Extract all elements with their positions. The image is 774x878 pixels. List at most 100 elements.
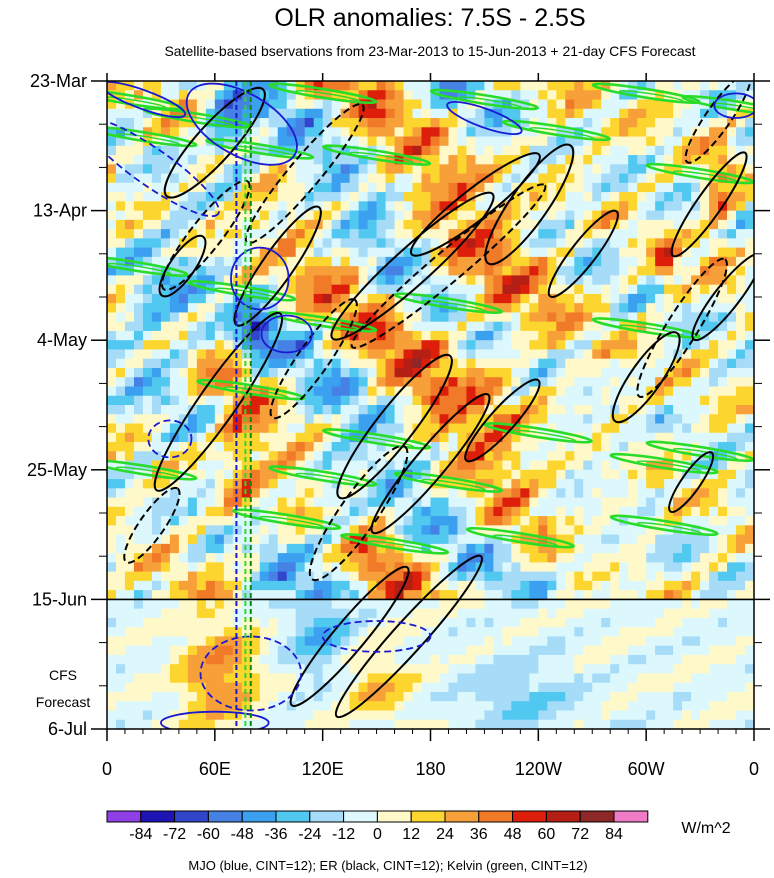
shading-cell [412, 553, 423, 563]
shading-cell [628, 636, 638, 647]
shading-cell [556, 534, 566, 545]
shading-cell [727, 256, 737, 267]
shading-cell [376, 108, 387, 119]
shading-cell [277, 682, 288, 693]
shading-cell [142, 451, 153, 462]
shading-cell [403, 108, 414, 119]
shading-cell [736, 256, 746, 267]
shading-cell [475, 145, 486, 156]
shading-cell [727, 275, 737, 286]
shading-cell [529, 451, 539, 462]
shading-cell [187, 99, 198, 110]
shading-cell [232, 256, 243, 267]
shading-cell [313, 247, 324, 258]
shading-cell [205, 349, 216, 360]
shading-cell [322, 488, 333, 499]
shading-cell [439, 182, 450, 193]
shading-cell [223, 664, 234, 675]
shading-cell [475, 127, 486, 138]
shading-cell [700, 90, 710, 101]
shading-cell [313, 617, 324, 628]
shading-cell [718, 321, 728, 332]
shading-cell [232, 266, 243, 276]
shading-cell [718, 266, 728, 276]
shading-cell [412, 118, 423, 128]
shading-cell [484, 386, 495, 397]
shading-cell [610, 377, 620, 388]
shading-cell [277, 330, 288, 341]
shading-cell [430, 367, 441, 378]
shading-cell [151, 358, 162, 369]
shading-cell [484, 553, 495, 563]
shading-cell [160, 562, 171, 573]
shading-cell [529, 497, 539, 508]
shading-cell [178, 423, 189, 434]
shading-cell [628, 682, 638, 693]
shading-cell [151, 599, 162, 610]
shading-cell [430, 386, 441, 397]
shading-cell [457, 99, 468, 110]
shading-cell [691, 701, 701, 712]
shading-cell [295, 460, 306, 471]
shading-cell [223, 247, 234, 258]
shading-cell [637, 219, 647, 230]
shading-cell [133, 81, 144, 91]
shading-cell [745, 210, 754, 221]
shading-cell [646, 247, 656, 258]
shading-cell [394, 506, 405, 517]
shading-cell [556, 127, 566, 138]
shading-cell [295, 543, 306, 554]
shading-cell [709, 543, 719, 554]
shading-cell [583, 590, 593, 600]
shading-cell [745, 710, 754, 721]
shading-cell [196, 645, 207, 656]
shading-cell [142, 173, 153, 184]
shading-cell [205, 145, 216, 156]
shading-cell [268, 99, 279, 110]
shading-cell [178, 432, 189, 443]
shading-cell [421, 118, 432, 128]
shading-cell [556, 682, 566, 693]
shading-cell [205, 405, 216, 415]
shading-cell [511, 99, 521, 110]
shading-cell [457, 256, 468, 267]
shading-cell [610, 136, 620, 147]
shading-cell [430, 108, 441, 119]
shading-cell [673, 238, 683, 249]
shading-cell [160, 90, 171, 101]
shading-cell [187, 367, 198, 378]
shading-cell [655, 229, 665, 239]
shading-cell [430, 710, 441, 721]
shading-cell [196, 590, 207, 600]
shading-cell [502, 664, 512, 675]
shading-cell [412, 460, 423, 471]
shading-cell [107, 451, 117, 462]
shading-cell [412, 164, 423, 175]
shading-cell [592, 516, 602, 526]
shading-cell [412, 303, 423, 314]
shading-cell [718, 155, 728, 165]
shading-cell [286, 580, 297, 591]
shading-cell [619, 599, 629, 610]
shading-cell [619, 460, 629, 471]
shading-cell [430, 423, 441, 434]
shading-cell [682, 266, 692, 276]
shading-cell [610, 488, 620, 499]
shading-cell [484, 312, 495, 323]
shading-cell [682, 442, 692, 452]
shading-cell [583, 525, 593, 536]
shading-cell [331, 497, 342, 508]
shading-cell [322, 210, 333, 221]
shading-cell [214, 432, 225, 443]
shading-cell [214, 81, 225, 91]
shading-cell [277, 219, 288, 230]
shading-cell [331, 617, 342, 628]
shading-cell [286, 488, 297, 499]
shading-cell [151, 608, 162, 619]
shading-cell [466, 377, 477, 388]
shading-cell [394, 136, 405, 147]
shading-cell [331, 247, 342, 258]
shading-cell [331, 330, 342, 341]
shading-cell [484, 358, 495, 369]
shading-cell [151, 543, 162, 554]
